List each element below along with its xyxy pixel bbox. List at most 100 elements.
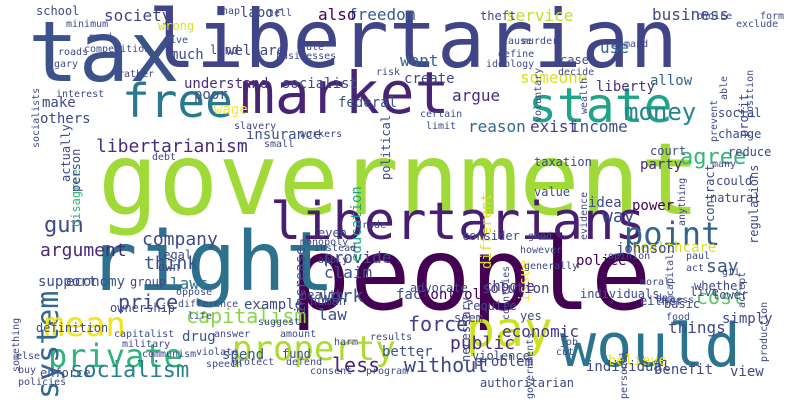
word-speech: speech	[206, 359, 243, 370]
word-individuals: individuals	[580, 287, 660, 301]
word-exclude: exclude	[736, 19, 779, 30]
word-liberty: liberty	[596, 79, 656, 95]
word-workers: workers	[300, 129, 343, 140]
word-wrong: wrong	[158, 19, 195, 33]
word-decide: decide	[558, 67, 595, 78]
word-government: government	[98, 121, 701, 238]
word-production: production	[759, 301, 770, 362]
word-ideology: ideology	[486, 59, 535, 70]
word-healthcare: healthcare	[632, 240, 717, 256]
word-price: price	[118, 290, 179, 314]
word-monopoly: monopoly	[300, 237, 349, 248]
word-violence: violence	[472, 349, 530, 363]
word-socialist: socialist	[282, 76, 358, 92]
word-business: business	[652, 5, 730, 24]
word-people: people	[290, 216, 652, 333]
word-job: job	[560, 337, 579, 348]
word-health: health	[300, 288, 344, 302]
word-way: way	[602, 206, 635, 227]
word-freedom: freedom	[348, 5, 416, 24]
word-libertarians: libertarians	[270, 192, 646, 252]
word-yes: yes	[520, 309, 542, 323]
word-policies: policies	[18, 377, 67, 388]
word-evidence: evidence	[579, 191, 590, 240]
word-governments: governments	[525, 332, 536, 399]
word-party: party	[640, 157, 683, 173]
word-much: much	[170, 47, 204, 63]
word-socialism: socialism	[70, 358, 190, 383]
word-income: income	[570, 117, 628, 136]
word-spend: spend	[222, 347, 265, 363]
word-military: military	[122, 339, 171, 350]
word-could: could	[716, 174, 753, 188]
word-rand: rand	[88, 32, 113, 43]
word-want: want	[400, 51, 439, 70]
word-argue: argue	[452, 86, 501, 105]
word-definition: definition	[36, 321, 109, 335]
word-benefit: benefit	[654, 362, 714, 378]
word-prevent: prevent	[709, 99, 720, 142]
word-dem: dem	[656, 293, 675, 304]
word-ownership: ownership	[110, 301, 176, 315]
word-think: think	[144, 253, 199, 274]
word-market: market	[240, 59, 450, 127]
word-mean: mean	[44, 305, 126, 345]
word-advocate: advocate	[410, 281, 468, 295]
word-wage: wage	[214, 102, 248, 118]
word-property: property	[232, 329, 396, 369]
word-without: without	[404, 353, 489, 377]
word-act: act	[686, 263, 705, 274]
word-simply: simply	[722, 311, 773, 327]
word-gti: gti	[722, 267, 741, 278]
word-roads: roads	[58, 47, 89, 58]
word-human: human	[310, 294, 347, 308]
word-political: political	[379, 114, 393, 180]
word-solution: solution	[482, 281, 550, 297]
word-lower: lower	[712, 288, 749, 302]
word-value: value	[534, 185, 571, 199]
word-communism: communism	[142, 349, 197, 360]
word-position: position	[745, 69, 756, 118]
word-right: right	[88, 215, 335, 310]
word-else: else	[16, 351, 41, 362]
word-individual: individual	[586, 359, 671, 375]
word-even: even	[318, 226, 347, 240]
word-point: point	[624, 215, 721, 253]
word-small: small	[264, 139, 295, 150]
word-understand: understand	[184, 76, 269, 92]
word-welfare: welfare	[226, 43, 286, 59]
word-answer: answer	[214, 329, 251, 340]
word-less: less	[332, 353, 381, 377]
word-school: school	[36, 4, 80, 18]
word-cause: cause	[502, 36, 533, 47]
word-violate: violate	[196, 347, 239, 358]
word-accept: accept	[737, 271, 748, 308]
word-actually: actually	[59, 124, 73, 182]
word-would: would	[560, 311, 741, 381]
word-gary: gary	[54, 59, 79, 70]
word-create: create	[404, 71, 455, 87]
word-theft: theft	[480, 9, 517, 23]
word-instead: instead	[314, 243, 357, 254]
word-choice: choice	[696, 11, 733, 22]
word-rather: rather	[118, 69, 155, 80]
word-defend: defend	[286, 357, 323, 368]
word-own: own	[158, 260, 180, 274]
word-claim: claim	[324, 263, 373, 282]
word-tell: tell	[268, 8, 293, 19]
word-demand: demand	[612, 39, 649, 50]
word-reason: reason	[468, 117, 526, 136]
word-define: define	[498, 49, 535, 60]
word-voluntary: voluntary	[533, 67, 544, 122]
word-difference: difference	[178, 299, 239, 310]
word-fact: fact	[396, 287, 430, 303]
word-wealth: wealth	[579, 77, 590, 114]
word-case: case	[560, 53, 589, 67]
word-libertarianism: libertarianism	[96, 136, 248, 157]
word-company: company	[142, 229, 218, 250]
word-trade: trade	[356, 220, 387, 231]
word-others: others	[40, 111, 91, 127]
word-force: force	[408, 312, 469, 336]
word-society: society	[104, 6, 172, 25]
